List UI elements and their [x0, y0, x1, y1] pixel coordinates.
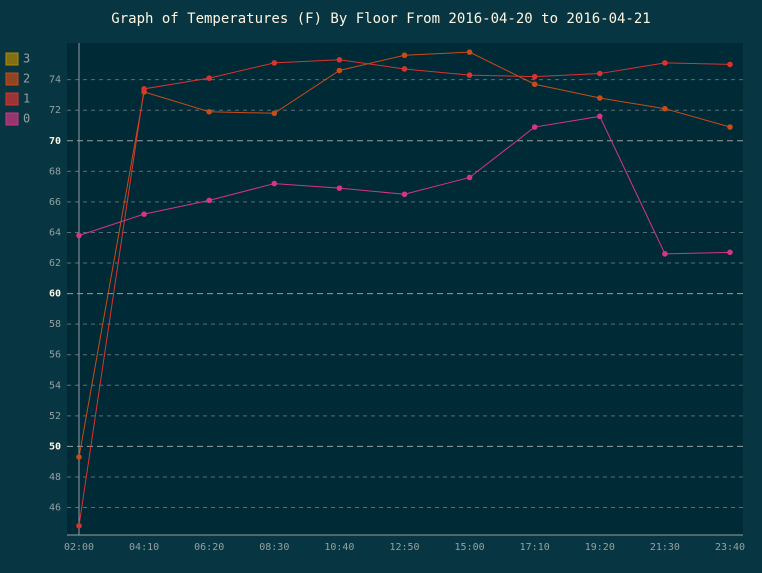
data-point [336, 57, 343, 63]
y-tick-label: 56 [49, 350, 61, 361]
data-point [662, 60, 668, 66]
legend-label: 2 [23, 72, 30, 86]
data-point [727, 61, 733, 68]
data-point [76, 232, 82, 239]
chart-title: Graph of Temperatures (F) By Floor From … [111, 11, 650, 27]
data-point [597, 70, 603, 77]
x-tick-label: 02:00 [64, 542, 94, 553]
data-point [662, 105, 668, 112]
data-point [401, 66, 408, 72]
data-point [531, 124, 538, 130]
legend-label: 1 [23, 92, 30, 106]
plot-area [67, 43, 743, 535]
data-point [336, 67, 343, 74]
data-point [336, 185, 343, 191]
data-point [76, 454, 82, 460]
y-tick-label: 54 [49, 380, 61, 391]
data-point [597, 113, 603, 120]
y-tick-label: 50 [49, 441, 61, 452]
x-tick-label: 10:40 [324, 542, 354, 553]
data-point [531, 81, 538, 88]
data-point [271, 110, 278, 117]
x-tick-label: 15:00 [455, 542, 485, 553]
y-tick-label: 48 [49, 472, 61, 483]
data-point [206, 197, 212, 204]
y-tick-label: 60 [49, 289, 61, 300]
data-point [206, 108, 212, 115]
data-point [141, 86, 147, 92]
data-point [531, 73, 538, 80]
x-tick-label: 04:10 [129, 542, 159, 553]
legend-swatch [5, 112, 19, 126]
data-point [206, 75, 212, 81]
x-tick-label: 17:10 [520, 542, 550, 553]
y-tick-label: 46 [49, 502, 61, 513]
data-point [466, 72, 473, 78]
y-tick-label: 58 [49, 319, 61, 330]
x-tick-label: 12:50 [389, 542, 419, 553]
data-point [76, 523, 82, 529]
x-tick-label: 23:40 [715, 542, 745, 553]
data-point [466, 49, 473, 55]
x-tick-label: 19:20 [585, 542, 615, 553]
legend-label: 3 [23, 52, 30, 66]
y-tick-label: 74 [49, 75, 61, 86]
legend-label: 0 [23, 112, 30, 126]
y-tick-label: 64 [49, 227, 61, 238]
y-tick-label: 72 [49, 105, 61, 116]
x-tick-label: 08:30 [259, 542, 289, 553]
y-tick-label: 70 [49, 136, 61, 147]
x-tick-label: 21:30 [650, 542, 680, 553]
data-point [597, 95, 603, 101]
data-point [401, 191, 408, 198]
data-point [271, 60, 278, 66]
y-tick-label: 68 [49, 166, 61, 177]
data-point [662, 251, 668, 257]
data-point [727, 124, 733, 130]
y-tick-label: 62 [49, 258, 61, 269]
data-point [271, 180, 278, 187]
legend-swatch [5, 52, 19, 66]
data-point [727, 249, 733, 256]
y-tick-label: 66 [49, 197, 61, 208]
data-point [141, 211, 147, 217]
data-point [401, 52, 408, 59]
data-point [466, 174, 473, 181]
legend-swatch [5, 72, 19, 86]
y-tick-label: 52 [49, 411, 61, 422]
x-tick-label: 06:20 [194, 542, 224, 553]
legend-swatch [5, 92, 19, 106]
